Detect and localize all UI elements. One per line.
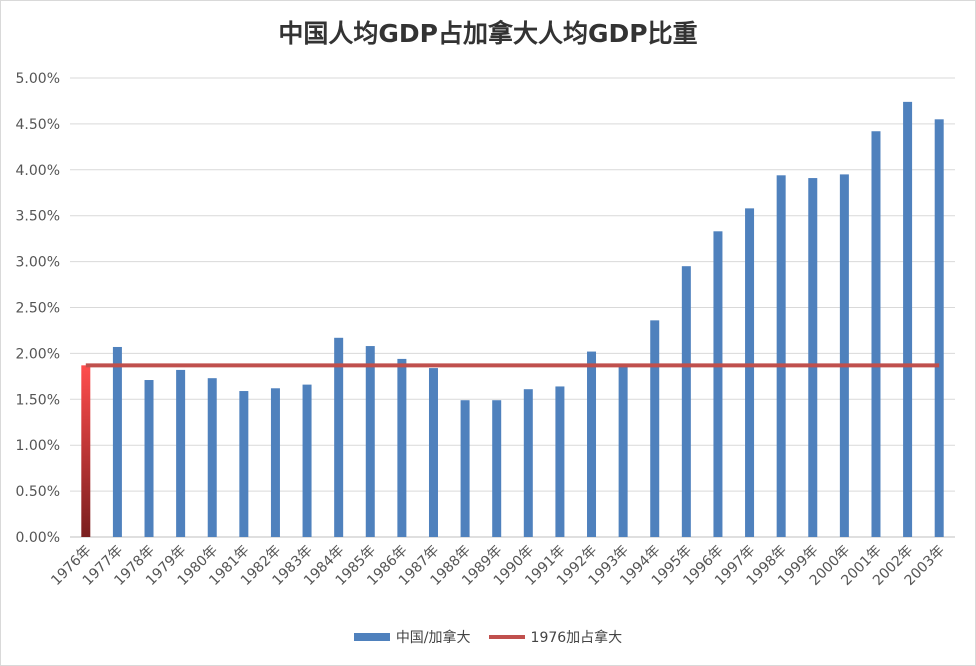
bar — [492, 400, 502, 537]
bar — [270, 388, 280, 537]
y-tick-label: 3.00% — [16, 255, 60, 271]
bar — [618, 365, 628, 537]
legend-swatch-bar — [353, 633, 390, 641]
bar — [871, 131, 881, 537]
y-tick-label: 1.50% — [16, 392, 60, 408]
bar — [334, 337, 344, 537]
y-tick-label: 0.50% — [16, 484, 60, 500]
bar — [523, 389, 533, 537]
y-tick-label: 3.50% — [16, 209, 60, 225]
bar — [587, 351, 597, 537]
bar — [239, 391, 249, 537]
chart-title: 中国人均GDP占加拿大人均GDP比重 — [278, 19, 698, 48]
bar — [555, 386, 565, 537]
bar — [903, 101, 913, 538]
y-tick-label: 1.00% — [16, 438, 60, 454]
legend-item-bar: 中国/加拿大 — [353, 627, 471, 647]
y-tick-label: 0.00% — [16, 530, 60, 546]
legend-swatch-line — [488, 635, 525, 639]
bar — [428, 368, 438, 537]
legend-label-bar: 中国/加拿大 — [395, 630, 471, 646]
bar — [776, 175, 786, 538]
bar — [302, 384, 312, 537]
bar — [144, 380, 154, 537]
bar — [397, 358, 407, 537]
legend-label-line: 1976加占拿大 — [530, 630, 623, 646]
y-tick-label: 5.00% — [16, 71, 60, 87]
bar — [81, 365, 91, 537]
y-tick-label: 2.50% — [16, 301, 60, 317]
bar — [112, 346, 122, 537]
legend: 中国/加拿大 1976加占拿大 — [0, 627, 976, 647]
legend-item-line: 1976加占拿大 — [488, 627, 623, 647]
y-tick-label: 2.00% — [16, 346, 60, 362]
y-tick-label: 4.50% — [16, 117, 60, 133]
bar — [808, 178, 818, 537]
bar — [365, 346, 375, 537]
bar — [745, 208, 755, 537]
bar — [176, 369, 186, 537]
bar — [650, 320, 660, 537]
bar — [681, 266, 691, 537]
bar — [460, 400, 470, 537]
bar — [934, 119, 944, 537]
bar — [207, 378, 217, 537]
bar — [713, 231, 723, 537]
y-tick-label: 4.00% — [16, 163, 60, 179]
bar — [839, 174, 849, 537]
